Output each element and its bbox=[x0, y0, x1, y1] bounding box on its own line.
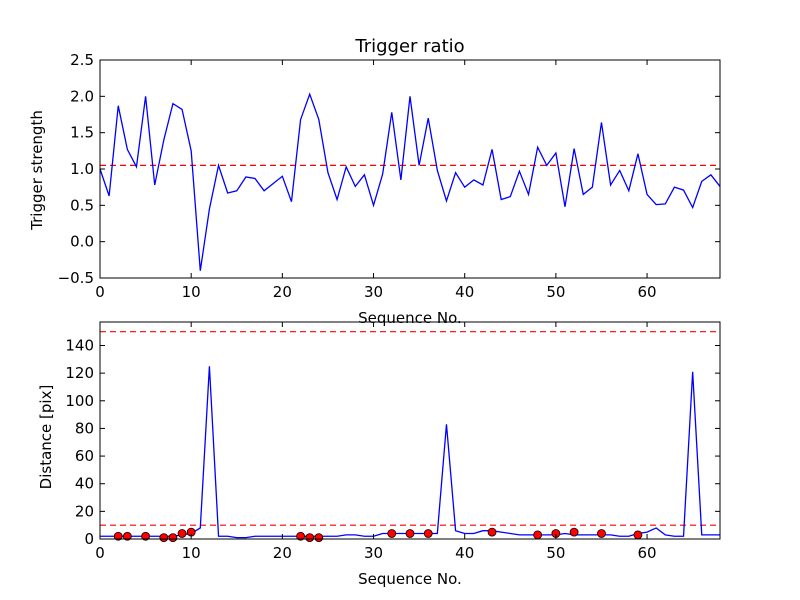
p1-y-tick-label: 60 bbox=[75, 447, 94, 465]
top-plot: 0 10 20 30 40 50 60 −0.5 0.0 0.5 1.0 1.5 2.0 2.5 bbox=[58, 51, 721, 301]
p1-y-tick-label: 100 bbox=[65, 392, 94, 410]
p1-marker-point bbox=[113, 531, 123, 541]
bottom-x-axis-label: Sequence No. bbox=[358, 570, 462, 588]
p1-marker-point bbox=[122, 531, 132, 541]
p1-marker-point bbox=[314, 533, 324, 543]
p0-y-tick-label: −0.5 bbox=[58, 269, 94, 287]
p0-x-tick-label: 60 bbox=[638, 283, 657, 301]
p1-marker-point bbox=[533, 530, 543, 540]
p1-y-tick-label: 80 bbox=[75, 419, 94, 437]
p1-marker-point bbox=[633, 530, 643, 540]
p1-series-line-0 bbox=[100, 366, 720, 539]
p1-y-tick-label: 120 bbox=[65, 364, 94, 382]
p0-x-tick-label: 40 bbox=[455, 283, 474, 301]
p0-y-tick-label: 1.0 bbox=[70, 160, 94, 178]
p0-x-tick-label: 50 bbox=[546, 283, 565, 301]
p1-x-tick-label: 20 bbox=[273, 544, 292, 562]
p1-y-tick-label: 20 bbox=[75, 502, 94, 520]
p1-marker-point bbox=[487, 527, 497, 537]
p1-y-tick-label: 140 bbox=[65, 336, 94, 354]
p1-marker-point bbox=[141, 531, 150, 541]
p0-y-tick-label: 2.5 bbox=[70, 51, 94, 69]
p0-y-tick-label: 1.5 bbox=[70, 124, 94, 142]
p1-marker-point bbox=[597, 529, 606, 538]
p1-x-tick-label: 50 bbox=[546, 544, 565, 562]
chart-title: Trigger ratio bbox=[354, 36, 464, 57]
p1-x-tick-label: 0 bbox=[95, 544, 105, 562]
p1-marker-point bbox=[168, 533, 178, 543]
top-y-axis-label: Trigger strength bbox=[28, 110, 46, 231]
p0-y-tick-label: 2.0 bbox=[70, 87, 94, 105]
p0-x-tick-label: 10 bbox=[182, 283, 201, 301]
p1-x-tick-label: 10 bbox=[182, 544, 201, 562]
p1-marker-point bbox=[296, 531, 305, 541]
p1-x-tick-label: 30 bbox=[364, 544, 383, 562]
p1-marker-point bbox=[305, 533, 315, 543]
bottom-plot: 0 10 20 30 40 50 60 0 20 40 60 80 100 120 140 bbox=[65, 321, 721, 562]
p1-marker-point bbox=[405, 529, 415, 538]
bottom-y-axis-label: Distance [pix] bbox=[37, 385, 55, 490]
p0-y-tick-label: 0.0 bbox=[70, 233, 94, 251]
p1-y-tick-label: 40 bbox=[75, 475, 94, 493]
p1-x-tick-label: 60 bbox=[638, 544, 657, 562]
p0-x-tick-label: 20 bbox=[273, 283, 292, 301]
p1-marker-point bbox=[387, 529, 397, 538]
p1-plot-frame bbox=[99, 321, 721, 540]
p1-marker-point bbox=[177, 529, 187, 538]
p1-y-tick-label: 0 bbox=[84, 530, 94, 548]
p0-x-tick-label: 0 bbox=[95, 283, 105, 301]
p1-marker-point bbox=[159, 533, 169, 543]
p0-y-tick-label: 0.5 bbox=[70, 196, 94, 214]
p1-marker-point bbox=[423, 529, 433, 538]
p1-marker-point bbox=[569, 527, 579, 537]
p0-series-line-0 bbox=[99, 92, 721, 271]
p1-x-tick-label: 40 bbox=[455, 544, 474, 562]
p0-x-tick-label: 30 bbox=[364, 283, 383, 301]
